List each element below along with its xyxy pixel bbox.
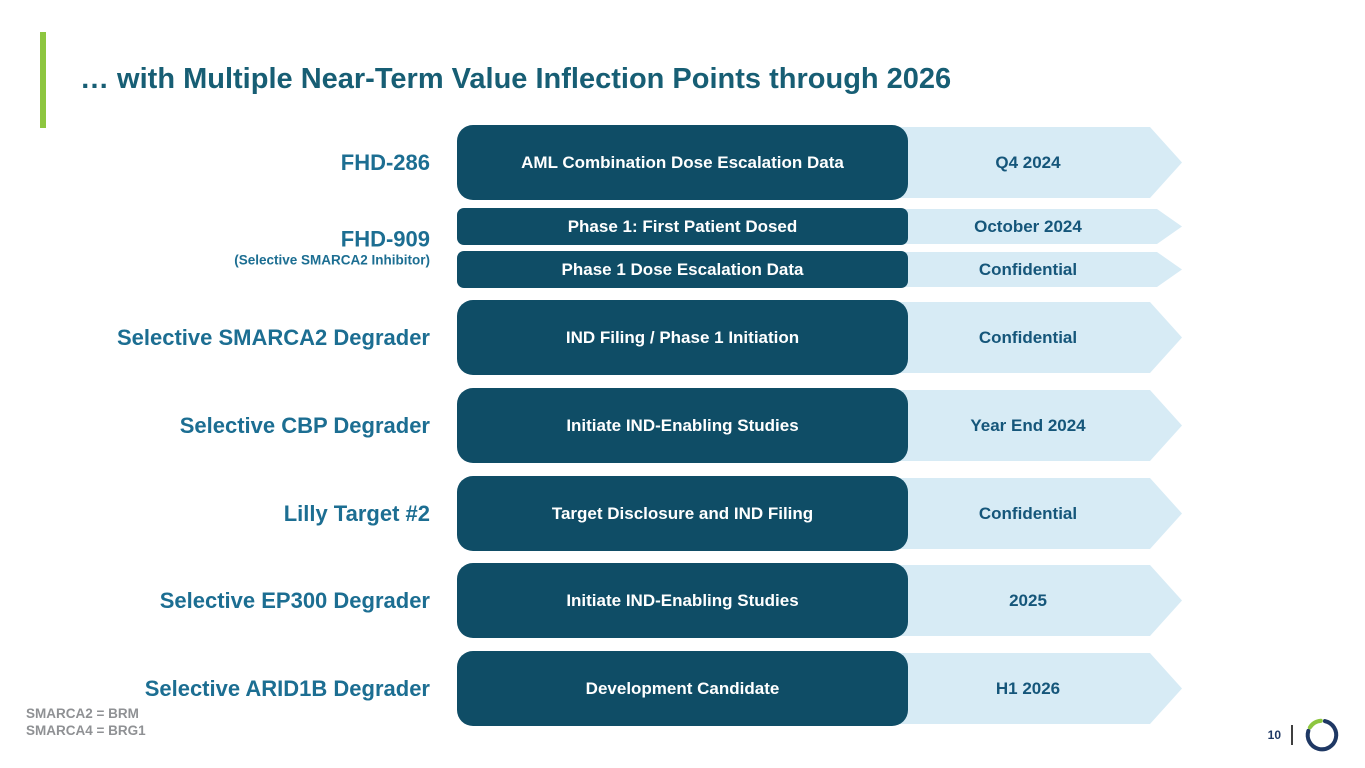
- milestone-label: Initiate IND-Enabling Studies: [566, 590, 799, 610]
- date-arrow: Q4 2024: [880, 127, 1182, 198]
- date-arrow: Confidential: [880, 252, 1182, 287]
- footnote-line: SMARCA4 = BRG1: [26, 722, 146, 738]
- date-label: H1 2026: [995, 678, 1061, 698]
- program-row-fhd286: FHD-286 Q4 2024 AML Combination Dose Esc…: [0, 125, 1182, 200]
- date-label: Confidential: [978, 503, 1078, 523]
- date-label: October 2024: [974, 216, 1082, 236]
- date-label: Confidential: [978, 327, 1078, 347]
- title-accent-bar: [40, 32, 46, 128]
- program-row-ep300-degrader: Selective EP300 Degrader 2025 Initiate I…: [0, 563, 1182, 638]
- program-name: FHD-909: [340, 226, 430, 252]
- program-name: Selective SMARCA2 Degrader: [116, 324, 430, 350]
- date-arrow: Confidential: [880, 478, 1182, 549]
- footnotes: SMARCA2 = BRM SMARCA4 = BRG1: [26, 706, 146, 740]
- program-label: Selective EP300 Degrader: [0, 588, 430, 612]
- milestone-label: Phase 1 Dose Escalation Data: [561, 259, 804, 279]
- milestone-label: IND Filing / Phase 1 Initiation: [565, 327, 800, 347]
- milestone-box: Development Candidate: [457, 651, 908, 726]
- program-name: Selective ARID1B Degrader: [144, 675, 430, 701]
- date-arrow: H1 2026: [880, 653, 1182, 724]
- program-label: Lilly Target #2: [0, 501, 430, 525]
- date-arrow: Confidential: [880, 302, 1182, 373]
- page-title: … with Multiple Near-Term Value Inflecti…: [80, 63, 952, 95]
- milestone-label: Development Candidate: [585, 678, 780, 698]
- date-label: 2025: [1009, 590, 1047, 610]
- footer-separator: [1291, 725, 1293, 745]
- date-arrow: October 2024: [880, 209, 1182, 244]
- milestone-box: Target Disclosure and IND Filing: [457, 476, 908, 551]
- program-name: Selective EP300 Degrader: [159, 587, 430, 613]
- date-label: Year End 2024: [970, 415, 1086, 435]
- page-number: 10: [1267, 728, 1281, 742]
- program-row-cbp-degrader: Selective CBP Degrader Year End 2024 Ini…: [0, 388, 1182, 463]
- milestone-box: AML Combination Dose Escalation Data: [457, 125, 908, 200]
- milestone-box: Phase 1: First Patient Dosed: [457, 208, 908, 245]
- milestone-sub-row: Confidential Phase 1 Dose Escalation Dat…: [0, 251, 1182, 288]
- program-row-smarca2-degrader: Selective SMARCA2 Degrader Confidential …: [0, 300, 1182, 375]
- milestone-sub-row: October 2024 Phase 1: First Patient Dose…: [0, 208, 1182, 245]
- date-label: Confidential: [978, 259, 1078, 279]
- milestone-box: Initiate IND-Enabling Studies: [457, 563, 908, 638]
- date-label: Q4 2024: [995, 152, 1061, 172]
- milestone-label: AML Combination Dose Escalation Data: [521, 152, 844, 172]
- program-sublabel: (Selective SMARCA2 Inhibitor): [234, 252, 430, 268]
- milestone-box: IND Filing / Phase 1 Initiation: [457, 300, 908, 375]
- program-label: FHD-909 (Selective SMARCA2 Inhibitor): [0, 227, 430, 268]
- program-label: Selective SMARCA2 Degrader: [0, 325, 430, 349]
- program-name: Lilly Target #2: [283, 500, 430, 526]
- program-row-arid1b-degrader: Selective ARID1B Degrader H1 2026 Develo…: [0, 651, 1182, 726]
- program-row-fhd909: FHD-909 (Selective SMARCA2 Inhibitor) Oc…: [0, 208, 1182, 288]
- milestone-label: Initiate IND-Enabling Studies: [566, 415, 799, 435]
- program-name: FHD-286: [340, 149, 430, 175]
- page-footer: 10: [1268, 716, 1341, 754]
- date-arrow: 2025: [880, 565, 1182, 636]
- program-label: Selective ARID1B Degrader: [0, 676, 430, 700]
- company-logo-icon: [1305, 718, 1339, 752]
- footnote-line: SMARCA2 = BRM: [26, 706, 139, 721]
- milestone-box: Initiate IND-Enabling Studies: [457, 388, 908, 463]
- milestone-box: Phase 1 Dose Escalation Data: [457, 251, 908, 288]
- program-name: Selective CBP Degrader: [179, 412, 430, 438]
- milestone-label: Phase 1: First Patient Dosed: [567, 216, 798, 236]
- program-label: Selective CBP Degrader: [0, 413, 430, 437]
- milestone-label: Target Disclosure and IND Filing: [551, 503, 814, 523]
- date-arrow: Year End 2024: [880, 390, 1182, 461]
- program-label: FHD-286: [0, 150, 430, 174]
- program-row-lilly-target-2: Lilly Target #2 Confidential Target Disc…: [0, 476, 1182, 551]
